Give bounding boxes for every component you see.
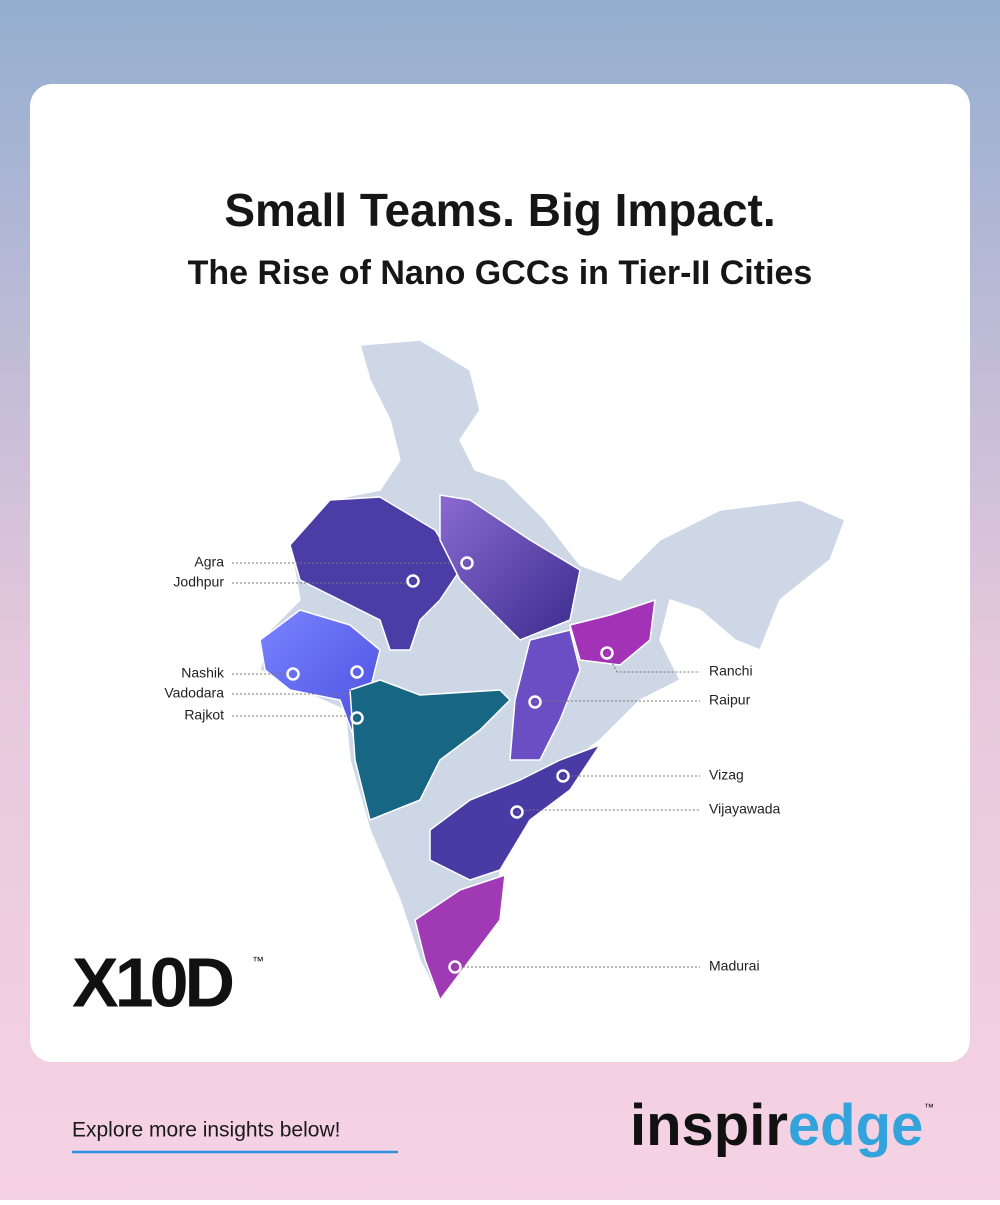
india-map — [259, 339, 846, 1001]
leader-line — [534, 700, 700, 703]
subtitle: The Rise of Nano GCCs in Tier-II Cities — [188, 254, 813, 292]
region-tamil-nadu — [414, 874, 506, 1001]
region-rajasthan — [289, 496, 461, 651]
city-marker — [350, 665, 364, 679]
city-marker — [460, 556, 474, 570]
city-label: Vadodara — [164, 685, 224, 701]
city-marker — [600, 646, 614, 660]
x10d-trademark: ™ — [252, 954, 264, 968]
region-chhattisgarh — [509, 629, 581, 761]
city-label: Raipur — [709, 692, 751, 708]
leader-line — [606, 652, 700, 673]
city-markers: Agra Jodhpur Nashik Vadodara Rajkot Ranchi Rai… — [164, 554, 781, 974]
region-up — [439, 494, 581, 641]
city-label: Jodhpur — [173, 574, 224, 590]
city-marker — [448, 960, 462, 974]
city-marker — [510, 805, 524, 819]
inspiredge-trademark: ™ — [924, 1103, 934, 1114]
city-marker — [286, 667, 300, 681]
city-label: Rajkot — [184, 707, 224, 723]
city-label: Nashik — [181, 665, 225, 681]
city-marker — [406, 574, 420, 588]
city-label: Ranchi — [709, 663, 753, 679]
region-maharashtra — [349, 679, 511, 821]
region-jharkhand — [569, 599, 656, 666]
footer-cta[interactable]: Explore more insights below! — [72, 1119, 340, 1142]
inspiredge-logo: inspiredge — [630, 1093, 923, 1158]
leader-line — [516, 809, 700, 813]
city-label: Vijayawada — [709, 801, 781, 817]
city-label: Vizag — [709, 767, 744, 783]
leader-line — [232, 715, 358, 719]
city-label: Agra — [194, 554, 224, 570]
inspiredge-part-b: edge — [788, 1093, 923, 1158]
x10d-logo: X10D — [72, 943, 233, 1021]
leader-line — [232, 580, 414, 584]
city-marker — [528, 695, 542, 709]
city-marker — [350, 711, 364, 725]
title: Small Teams. Big Impact. — [224, 184, 775, 236]
leader-line — [232, 671, 358, 695]
city-marker — [556, 769, 570, 783]
inspiredge-part-a: inspir — [630, 1093, 788, 1158]
city-label: Madurai — [709, 958, 760, 974]
